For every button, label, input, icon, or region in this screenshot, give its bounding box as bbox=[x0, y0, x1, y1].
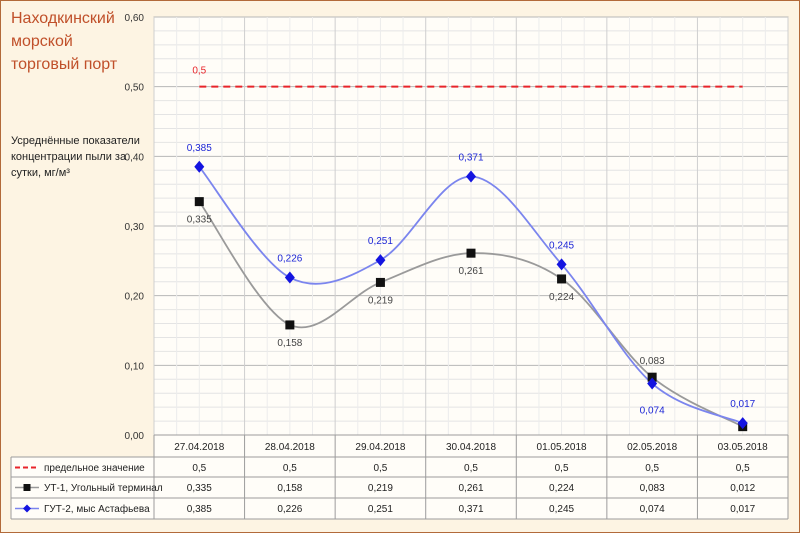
gut2-marker bbox=[284, 271, 295, 284]
ut1-data-label: 0,083 bbox=[640, 356, 665, 367]
y-tick-label: 0,10 bbox=[125, 361, 145, 372]
ut1-data-label: 0,261 bbox=[458, 266, 483, 277]
x-category-label: 29.04.2018 bbox=[355, 442, 405, 453]
ut1-marker bbox=[647, 372, 657, 382]
legend-key-gut2-marker bbox=[23, 504, 31, 513]
table-cell: 0,5 bbox=[464, 463, 478, 474]
y-tick-label: 0,20 bbox=[125, 292, 145, 303]
table-cell: 0,219 bbox=[368, 483, 393, 494]
y-tick-label: 0,60 bbox=[125, 13, 145, 24]
table-cell: 0,226 bbox=[277, 504, 302, 515]
limit-annotation: 0,5 bbox=[192, 66, 206, 77]
x-category-label: 03.05.2018 bbox=[718, 442, 768, 453]
x-category-label: 30.04.2018 bbox=[446, 442, 496, 453]
gut2-data-label: 0,017 bbox=[730, 399, 755, 410]
x-category-label: 27.04.2018 bbox=[174, 442, 224, 453]
table-cell: 0,245 bbox=[549, 504, 574, 515]
y-tick-label: 0,50 bbox=[125, 83, 145, 94]
table-cell: 0,251 bbox=[368, 504, 393, 515]
table-cell: 0,224 bbox=[549, 483, 574, 494]
ut1-marker bbox=[375, 277, 385, 287]
table-cell: 0,083 bbox=[640, 483, 665, 494]
gut2-marker bbox=[647, 377, 658, 390]
ut1-data-label: 0,219 bbox=[368, 295, 393, 306]
legend-label: ГУТ-2, мыс Астафьева bbox=[44, 503, 150, 515]
y-tick-label: 0,30 bbox=[125, 222, 145, 233]
table-cell: 0,158 bbox=[277, 483, 302, 494]
ut1-data-label: 0,224 bbox=[549, 292, 574, 303]
table-cell: 0,074 bbox=[640, 504, 665, 515]
x-category-label: 02.05.2018 bbox=[627, 442, 677, 453]
table-cell: 0,385 bbox=[187, 504, 212, 515]
table-cell: 0,371 bbox=[458, 504, 483, 515]
ut1-data-label: 0,158 bbox=[277, 338, 302, 349]
chart-title: Находкинский морской торговый порт bbox=[11, 10, 118, 73]
gut2-marker bbox=[466, 170, 476, 183]
table-cell: 0,5 bbox=[645, 463, 659, 474]
ut1-marker bbox=[466, 248, 476, 258]
table-cell: 0,5 bbox=[283, 463, 297, 474]
ut1-marker bbox=[194, 197, 204, 207]
x-category-label: 01.05.2018 bbox=[537, 442, 587, 453]
table-cell: 0,335 bbox=[187, 483, 212, 494]
gut2-marker bbox=[737, 417, 748, 430]
table-cell: 0,017 bbox=[730, 504, 755, 515]
table-cell: 0,5 bbox=[192, 463, 206, 474]
gut2-data-label: 0,245 bbox=[549, 240, 574, 251]
table-cell: 0,5 bbox=[736, 463, 750, 474]
gut2-marker bbox=[556, 258, 567, 271]
ut1-marker bbox=[285, 320, 295, 330]
ut1-marker bbox=[557, 274, 567, 284]
gut2-marker bbox=[375, 254, 386, 267]
table-cell: 0,5 bbox=[555, 463, 569, 474]
gut2-data-label: 0,371 bbox=[458, 153, 483, 164]
gut2-data-label: 0,251 bbox=[368, 236, 393, 247]
y-tick-label: 0,40 bbox=[125, 152, 145, 163]
table-cell: 0,261 bbox=[458, 483, 483, 494]
gut2-data-label: 0,226 bbox=[277, 254, 302, 265]
x-category-label: 28.04.2018 bbox=[265, 442, 315, 453]
table-cell: 0,012 bbox=[730, 483, 755, 494]
gut2-marker bbox=[194, 160, 205, 173]
legend-label: предельное значение bbox=[44, 463, 145, 474]
legend-label: УТ-1, Угольный терминал bbox=[44, 483, 163, 494]
table-cell: 0,5 bbox=[373, 463, 387, 474]
ut1-data-label: 0,335 bbox=[187, 215, 212, 226]
gut2-data-label: 0,074 bbox=[640, 405, 665, 416]
chart-subtitle: Усреднённые показатели концентрации пыли… bbox=[11, 135, 140, 179]
gut2-data-label: 0,385 bbox=[187, 143, 212, 154]
y-tick-label: 0,00 bbox=[125, 431, 145, 442]
legend-key-ut1-marker bbox=[23, 484, 31, 491]
